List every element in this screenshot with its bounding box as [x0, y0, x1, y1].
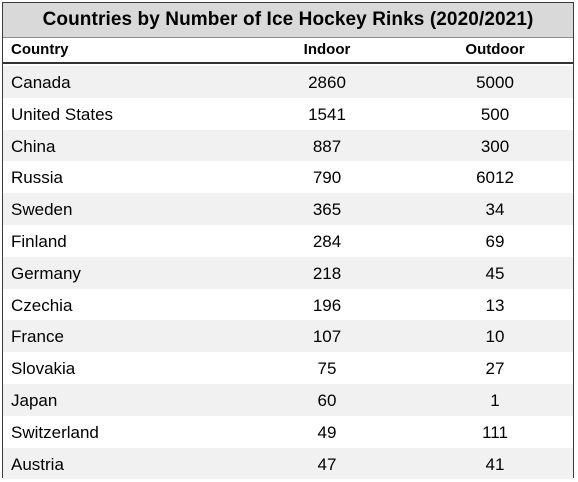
- cell-indoor: 365: [312, 200, 342, 220]
- cell-country: Japan: [11, 390, 58, 410]
- cell-indoor: 218: [312, 263, 342, 283]
- table-row: China 887 300: [3, 129, 573, 162]
- cell-country: Czechia: [11, 295, 73, 315]
- table-header: Country Indoor Outdoor: [3, 38, 573, 64]
- cell-indoor: 790: [312, 168, 342, 188]
- cell-outdoor: 10: [485, 327, 505, 347]
- cell-indoor: 1541: [308, 104, 346, 124]
- cell-indoor: 196: [312, 295, 342, 315]
- table-row: Finland 284 69: [3, 225, 573, 257]
- cell-indoor: 75: [317, 359, 337, 379]
- cell-outdoor: 300: [480, 136, 510, 156]
- cell-outdoor: 69: [485, 231, 505, 251]
- cell-country: Canada: [11, 73, 71, 92]
- cell-country: Slovakia: [11, 359, 76, 379]
- table-row: Sweden 365 34: [3, 193, 573, 225]
- table-body: Canada 2860 5000 United States 1541 500 China 8…: [3, 66, 573, 480]
- cell-indoor: 2860: [308, 73, 346, 92]
- cell-outdoor: 34: [485, 200, 505, 220]
- cell-outdoor: 45: [485, 263, 505, 283]
- cell-outdoor: 1: [490, 390, 500, 410]
- table-row: Switzerland 49 111: [3, 416, 573, 448]
- table-row: United States 1541 500: [3, 98, 573, 130]
- table-row: Japan 60 1: [3, 383, 573, 416]
- table-row: France 107 10: [3, 320, 573, 353]
- table-row: Canada 2860 5000: [3, 66, 573, 98]
- cell-country: Sweden: [11, 200, 73, 220]
- cell-outdoor: 5000: [476, 73, 514, 92]
- cell-indoor: 47: [317, 454, 337, 474]
- cell-country: China: [11, 136, 56, 156]
- cell-indoor: 284: [312, 231, 342, 251]
- column-header-outdoor: Outdoor: [465, 41, 525, 58]
- cell-country: United States: [11, 104, 114, 124]
- cell-country: Germany: [11, 263, 81, 283]
- cell-indoor: 887: [312, 136, 342, 156]
- column-header-indoor: Indoor: [303, 41, 351, 58]
- table-title: Countries by Number of Ice Hockey Rinks …: [3, 3, 573, 38]
- cell-outdoor: 500: [480, 104, 510, 124]
- table-row: Austria 47 41: [3, 447, 573, 480]
- cell-indoor: 107: [312, 327, 342, 347]
- cell-country: Switzerland: [11, 422, 99, 442]
- cell-outdoor: 13: [485, 295, 505, 315]
- cell-outdoor: 27: [485, 359, 505, 379]
- cell-country: France: [11, 327, 64, 347]
- cell-outdoor: 41: [485, 454, 505, 474]
- table-row: Russia 790 6012: [3, 161, 573, 193]
- cell-indoor: 60: [317, 390, 337, 410]
- table-row: Czechia 196 13: [3, 289, 573, 321]
- cell-outdoor: 6012: [476, 168, 514, 188]
- cell-country: Finland: [11, 231, 67, 251]
- table-row: Slovakia 75 27: [3, 352, 573, 384]
- cell-country: Austria: [11, 454, 64, 474]
- cell-outdoor: 111: [482, 422, 508, 442]
- cell-country: Russia: [11, 168, 63, 188]
- column-header-country: Country: [11, 41, 69, 58]
- table-row: Germany 218 45: [3, 256, 573, 289]
- cell-indoor: 49: [317, 422, 337, 442]
